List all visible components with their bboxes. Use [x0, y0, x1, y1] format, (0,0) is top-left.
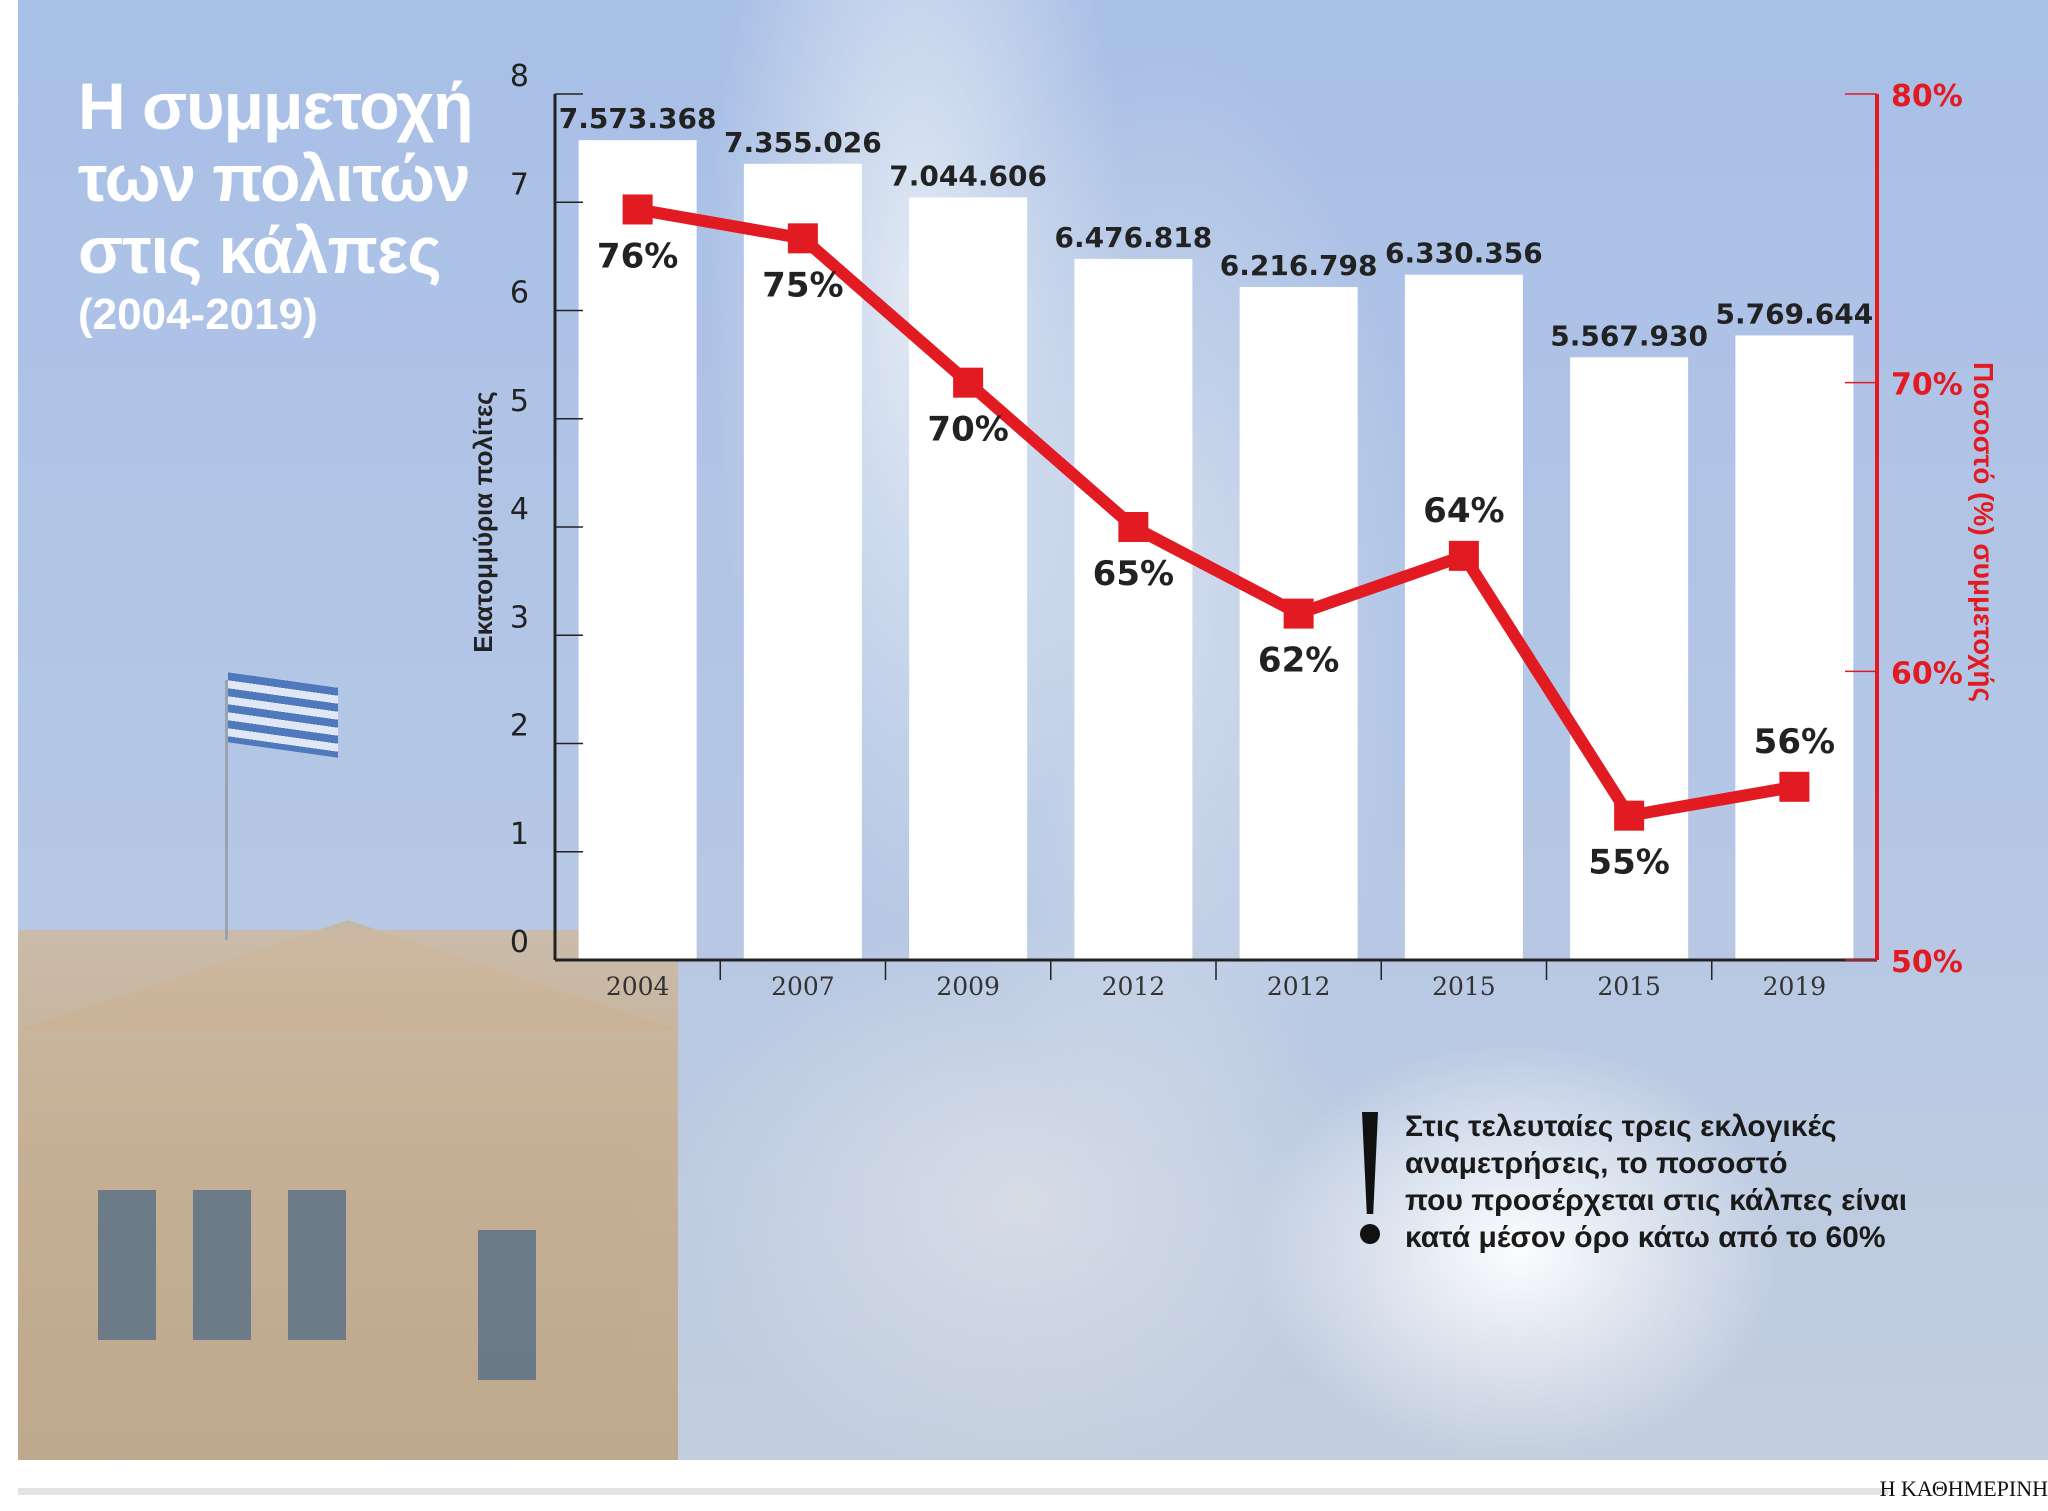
y2-tick-label: 60%	[1891, 656, 1963, 691]
x-tick-label: 2015	[1432, 972, 1496, 1001]
bar-value-label: 6.216.798	[1220, 249, 1378, 282]
title-line: των πολιτών	[78, 141, 471, 215]
x-tick-label: 2015	[1597, 972, 1661, 1001]
y-axis-label: Εκατομμύρια πολίτες	[468, 391, 498, 652]
bar	[1735, 335, 1854, 960]
line-point-marker	[622, 194, 653, 225]
parliament-building	[18, 930, 678, 1460]
line-value-label: 65%	[1093, 554, 1174, 594]
y-tick-label: 3	[510, 600, 529, 635]
note-line: Στις τελευταίες τρεις εκλογικές	[1405, 1110, 1837, 1143]
bar-value-label: 7.573.368	[559, 102, 717, 135]
note-line: κατά μέσον όρο κάτω από το 60%	[1405, 1221, 1886, 1254]
bar-value-label: 5.769.644	[1716, 297, 1874, 330]
line-value-label: 70%	[927, 410, 1008, 450]
bar-value-label: 7.355.026	[724, 126, 882, 159]
note-line: αναμετρήσεις, το ποσοστό	[1405, 1147, 1788, 1180]
y2-axis-label: Ποσοστό (%) συμμετοχής	[1968, 362, 1999, 702]
bar-value-label: 7.044.606	[889, 159, 1047, 192]
publisher-logo: Η ΚΑΘΗΜΕΡΙΝΗ	[1879, 1476, 2048, 1501]
bar-value-label: 5.567.930	[1550, 319, 1708, 352]
x-tick-label: 2009	[936, 972, 1000, 1001]
line-point-marker	[1779, 771, 1810, 802]
note-line: που προσέρχεται στις κάλπες είναι	[1405, 1184, 1908, 1217]
y-tick-label: 7	[510, 167, 529, 202]
line-value-label: 62%	[1258, 641, 1339, 681]
x-tick-label: 2012	[1267, 972, 1331, 1001]
participation-line	[636, 203, 1796, 822]
bar	[909, 197, 1028, 961]
y-tick-label: 6	[510, 276, 529, 311]
y2-tick-label: 70%	[1891, 368, 1963, 403]
line-value-label: 75%	[762, 265, 843, 305]
chart-title: Η συμμετοχή των πολιτών στις κάλπες	[78, 69, 474, 287]
title-line: Η συμμετοχή	[78, 69, 474, 143]
footer-divider	[18, 1488, 1888, 1495]
exclamation-dot-icon	[1360, 1224, 1380, 1244]
y-tick-label: 0	[510, 925, 529, 960]
flag-pole	[225, 680, 228, 940]
line-point-marker	[787, 223, 818, 254]
note-text: Στις τελευταίες τρεις εκλογικές αναμετρή…	[1405, 1108, 1907, 1256]
line-point-marker	[1448, 540, 1479, 571]
line-point-marker	[953, 367, 984, 398]
line-value-label: 56%	[1754, 722, 1835, 762]
y-tick-label: 1	[510, 817, 529, 852]
line-point-marker	[1614, 800, 1645, 831]
x-tick-label: 2019	[1763, 972, 1827, 1001]
y-tick-label: 5	[510, 384, 529, 419]
line-point-marker	[1118, 512, 1149, 542]
bar	[578, 140, 697, 960]
x-tick-label: 2012	[1102, 972, 1166, 1001]
x-tick-label: 2004	[606, 972, 670, 1001]
bar-value-label: 6.330.356	[1385, 237, 1543, 270]
line-value-label: 55%	[1588, 843, 1669, 883]
bar	[1570, 357, 1689, 960]
bar-value-label: 6.476.818	[1055, 221, 1213, 254]
y-tick-label: 8	[510, 59, 529, 94]
exclamation-icon	[1362, 1112, 1378, 1214]
title-line: στις κάλπες	[78, 213, 442, 287]
chart-subtitle: (2004-2019)	[78, 290, 318, 339]
x-tick-label: 2007	[771, 972, 835, 1001]
line-value-label: 64%	[1423, 491, 1504, 531]
y2-tick-label: 80%	[1891, 79, 1963, 114]
y-tick-label: 2	[510, 709, 529, 744]
line-point-marker	[1283, 598, 1314, 629]
y-tick-label: 4	[510, 492, 529, 527]
bar	[1074, 258, 1193, 960]
bar	[743, 163, 862, 961]
line-value-label: 76%	[597, 236, 678, 276]
y2-tick-label: 50%	[1891, 945, 1963, 980]
